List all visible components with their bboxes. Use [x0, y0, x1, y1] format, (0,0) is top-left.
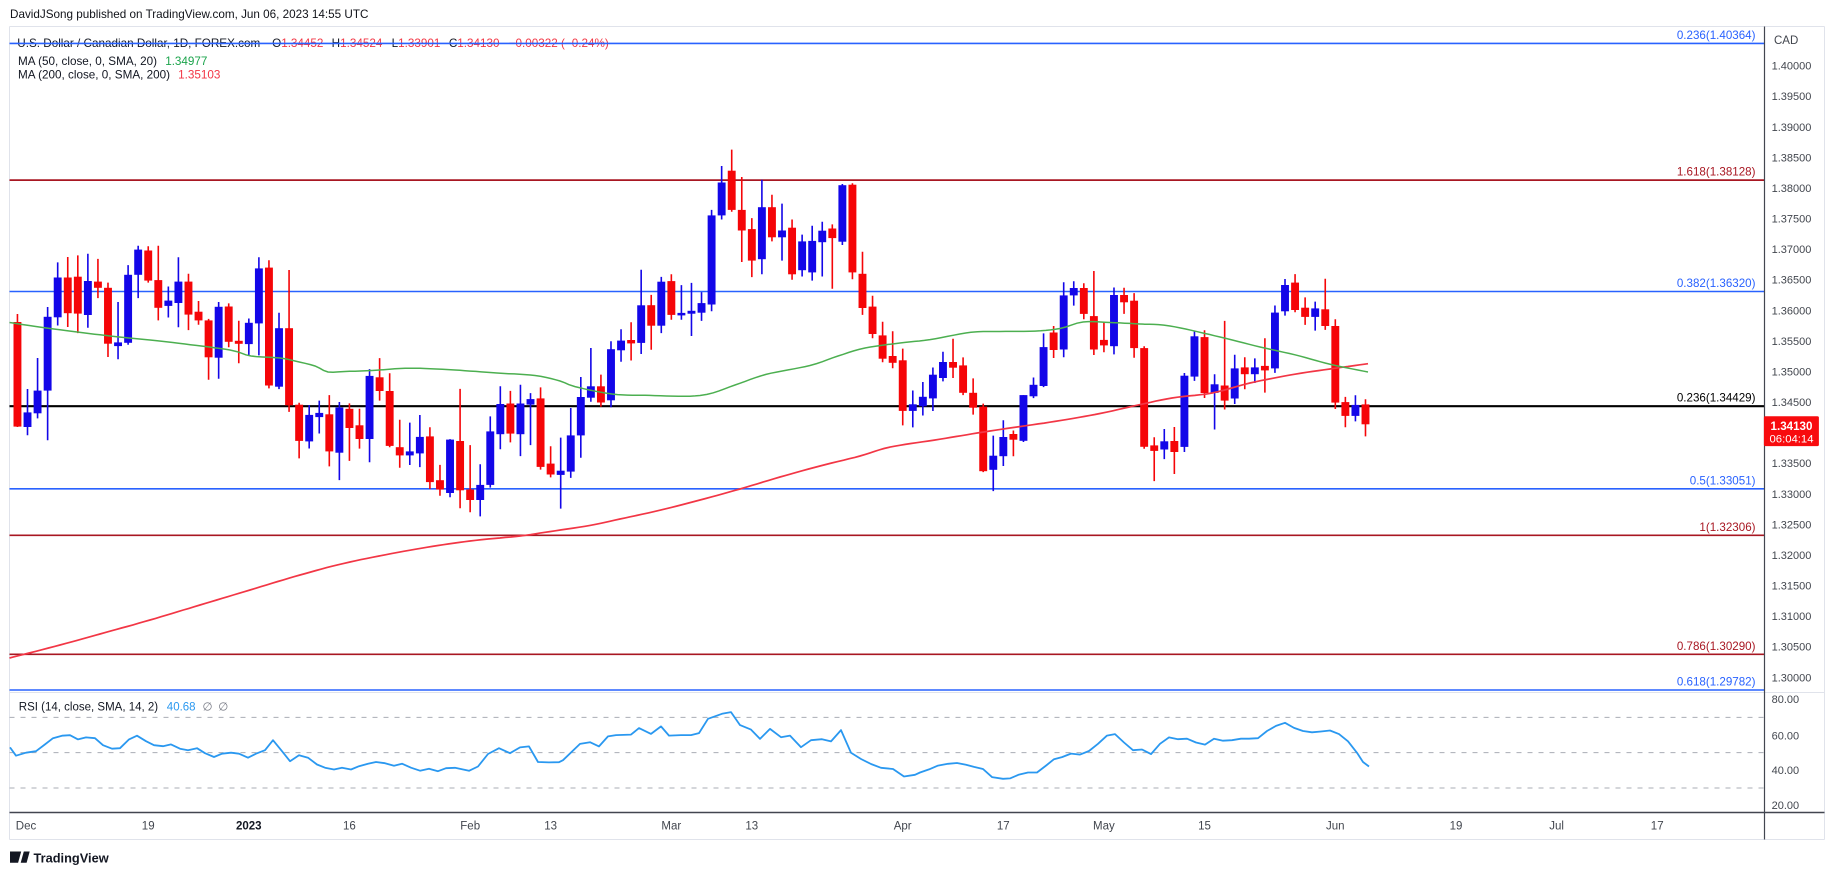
svg-text:16: 16 — [343, 820, 356, 832]
svg-text:1.34500: 1.34500 — [1772, 397, 1812, 409]
svg-text:1.31000: 1.31000 — [1772, 611, 1812, 623]
svg-text:40.00: 40.00 — [1772, 765, 1800, 777]
svg-text:Feb: Feb — [460, 820, 480, 832]
svg-text:2023: 2023 — [236, 820, 262, 832]
svg-text:Dec: Dec — [16, 820, 37, 832]
svg-text:Jun: Jun — [1326, 820, 1345, 832]
svg-text:1(1.32306): 1(1.32306) — [1699, 521, 1755, 534]
svg-text:Jul: Jul — [1549, 820, 1564, 832]
svg-text:TradingView: TradingView — [34, 851, 109, 866]
svg-text:1.37000: 1.37000 — [1772, 244, 1812, 256]
svg-text:19: 19 — [142, 820, 155, 832]
svg-text:1.31500: 1.31500 — [1772, 581, 1812, 593]
svg-text:0.786(1.30290): 0.786(1.30290) — [1677, 640, 1756, 653]
svg-text:20.00: 20.00 — [1772, 800, 1800, 812]
svg-text:1.35000: 1.35000 — [1772, 367, 1812, 379]
svg-text:1.40000: 1.40000 — [1772, 61, 1812, 73]
svg-text:40.68: 40.68 — [167, 701, 196, 713]
svg-text:CAD: CAD — [1774, 35, 1798, 47]
svg-text:1.30500: 1.30500 — [1772, 642, 1812, 654]
svg-text:17: 17 — [997, 820, 1010, 832]
svg-text:1.34977: 1.34977 — [165, 55, 207, 68]
svg-text:1.32000: 1.32000 — [1772, 550, 1812, 562]
svg-text:0.236(1.34429): 0.236(1.34429) — [1677, 392, 1756, 405]
svg-text:RSI (14, close, SMA, 14, 2): RSI (14, close, SMA, 14, 2) — [19, 701, 159, 713]
svg-text:19: 19 — [1450, 820, 1463, 832]
svg-text:MA (50, close, 0, SMA, 20): MA (50, close, 0, SMA, 20) — [18, 55, 157, 68]
svg-text:13: 13 — [544, 820, 557, 832]
svg-text:1.30000: 1.30000 — [1772, 672, 1812, 684]
svg-text:∅ ∅: ∅ ∅ — [203, 701, 229, 713]
svg-text:1.33500: 1.33500 — [1772, 458, 1812, 470]
svg-text:1.38000: 1.38000 — [1772, 183, 1812, 195]
svg-text:15: 15 — [1198, 820, 1211, 832]
svg-text:80.00: 80.00 — [1772, 694, 1800, 706]
svg-text:1.39500: 1.39500 — [1772, 91, 1812, 103]
svg-text:1.35103: 1.35103 — [178, 69, 220, 82]
svg-text:Mar: Mar — [661, 820, 681, 832]
svg-text:1.34130: 1.34130 — [1771, 420, 1813, 433]
svg-text:1.32500: 1.32500 — [1772, 519, 1812, 531]
svg-text:Apr: Apr — [894, 820, 912, 832]
svg-text:1.33000: 1.33000 — [1772, 489, 1812, 501]
svg-text:06:04:14: 06:04:14 — [1770, 434, 1814, 446]
svg-text:0.382(1.36320): 0.382(1.36320) — [1677, 277, 1756, 290]
svg-text:DavidJSong published on Tradin: DavidJSong published on TradingView.com,… — [10, 8, 368, 21]
svg-text:May: May — [1093, 820, 1115, 832]
svg-text:1.38500: 1.38500 — [1772, 152, 1812, 164]
svg-text:0.5(1.33051): 0.5(1.33051) — [1690, 474, 1756, 487]
svg-text:1.36000: 1.36000 — [1772, 305, 1812, 317]
svg-text:MA (200, close, 0, SMA, 200): MA (200, close, 0, SMA, 200) — [18, 69, 170, 82]
svg-text:1.39000: 1.39000 — [1772, 122, 1812, 134]
svg-text:13: 13 — [745, 820, 758, 832]
svg-text:1.35500: 1.35500 — [1772, 336, 1812, 348]
svg-text:60.00: 60.00 — [1772, 731, 1800, 743]
svg-text:1.36500: 1.36500 — [1772, 275, 1812, 287]
svg-text:0.236(1.40364): 0.236(1.40364) — [1677, 29, 1756, 42]
svg-text:0.618(1.29782): 0.618(1.29782) — [1677, 676, 1756, 689]
svg-text:1.37500: 1.37500 — [1772, 214, 1812, 226]
svg-text:1.618(1.38128): 1.618(1.38128) — [1677, 166, 1756, 179]
svg-text:17: 17 — [1651, 820, 1664, 832]
